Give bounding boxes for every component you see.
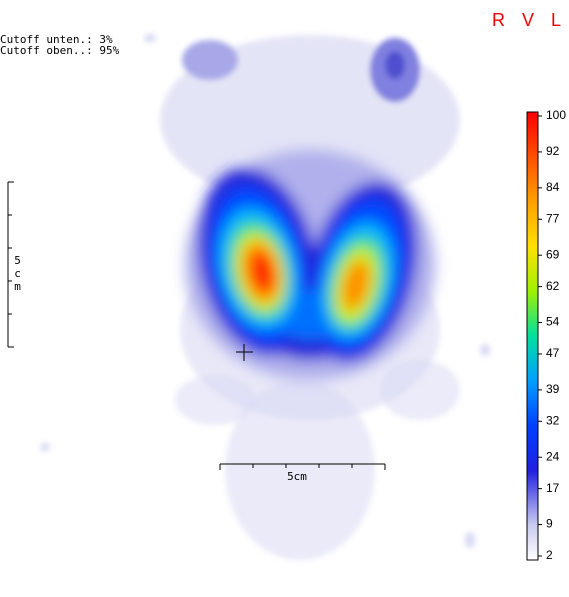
colorbar-tick-label: 32	[546, 413, 560, 427]
scale-label: 5cm	[287, 470, 307, 483]
orientation: R V L	[491, 10, 567, 30]
colorbar-tick-label: 17	[546, 481, 560, 495]
colorbar-tick-label: 92	[546, 144, 560, 158]
colorbar-tick-label: 39	[546, 382, 560, 396]
colorbar-tick-label: 77	[546, 211, 560, 225]
colorbar-tick-label: 2	[546, 548, 553, 562]
colorbar-tick-label: 69	[546, 247, 560, 261]
colorbar	[526, 111, 539, 561]
cutoff-lower: Cutoff unten.: 3%	[0, 33, 113, 46]
colorbar-tick-label: 24	[546, 449, 560, 463]
cutoff-upper: Cutoff oben..: 95%	[0, 44, 120, 57]
colorbar-tick-label: 54	[546, 315, 560, 329]
colorbar-tick-label: 9	[546, 517, 553, 531]
colorbar-tick-label: 100	[546, 108, 566, 122]
colorbar-tick-label: 47	[546, 346, 560, 360]
colorbar-tick-label: 84	[546, 180, 560, 194]
marker	[7, 181, 386, 470]
scale-label: 5cm	[11, 254, 24, 293]
colorbar-tick-label: 62	[546, 279, 560, 293]
thyroid	[185, 150, 435, 380]
